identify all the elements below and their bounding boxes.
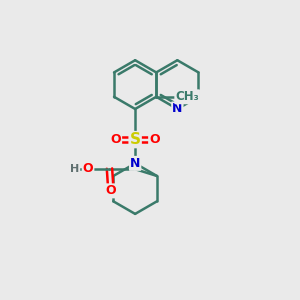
Text: O: O <box>149 133 160 146</box>
Text: H: H <box>70 164 79 174</box>
Text: N: N <box>172 103 182 116</box>
Text: CH₃: CH₃ <box>175 90 199 103</box>
Text: O: O <box>110 133 121 146</box>
Text: O: O <box>83 162 93 175</box>
Text: N: N <box>130 157 140 170</box>
Text: S: S <box>130 132 141 147</box>
Text: O: O <box>106 184 116 197</box>
